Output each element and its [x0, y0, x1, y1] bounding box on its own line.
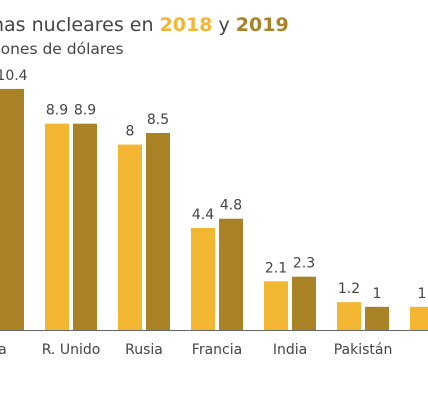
- value-label-2018-rusia: 8: [126, 124, 135, 140]
- bar-2018-rusia: [118, 144, 142, 330]
- category-label-rusia: Rusia: [125, 342, 163, 358]
- bar-2019-francia: [219, 218, 243, 330]
- bar-2018-francia: [191, 228, 215, 330]
- value-label-2019-pakistán: 1: [373, 286, 382, 302]
- chart-title: nas nucleares en 2018 y 2019: [0, 14, 289, 36]
- bar-2018-isr: [410, 306, 428, 330]
- value-label-2019-rusia: 8.5: [147, 112, 169, 128]
- value-label-2018-india: 2.1: [265, 260, 287, 276]
- title-year-2018: 2018: [159, 14, 213, 36]
- bar-2019-na: [0, 88, 24, 330]
- bar-2018-r-unido: [45, 123, 69, 330]
- value-label-2019-na: 10.4: [0, 68, 28, 84]
- title-prefix: nas nucleares en: [0, 14, 160, 36]
- bar-2018-pakistán: [337, 302, 361, 330]
- category-label-india: India: [273, 342, 307, 358]
- value-label-2018-isr: 1: [418, 286, 427, 302]
- category-label-pakistán: Pakistán: [334, 342, 393, 358]
- value-label-2019-francia: 4.8: [220, 198, 242, 214]
- value-label-2019-india: 2.3: [293, 256, 315, 272]
- chart-subtitle: llones de dólares: [0, 40, 124, 58]
- value-label-2018-r-unido: 8.9: [46, 103, 68, 119]
- value-label-2018-francia: 4.4: [192, 207, 214, 223]
- bar-2018-india: [264, 281, 288, 330]
- title-year-2019: 2019: [235, 14, 289, 36]
- bar-2019-pakistán: [365, 306, 389, 330]
- category-label-na: na: [0, 342, 7, 358]
- value-label-2018-pakistán: 1.2: [338, 281, 360, 297]
- bar-2019-rusia: [146, 132, 170, 330]
- title-connector: y: [212, 14, 236, 36]
- bar-2019-india: [292, 276, 316, 330]
- value-label-2019-r-unido: 8.9: [74, 103, 96, 119]
- category-label-francia: Francia: [192, 342, 242, 358]
- category-label-r-unido: R. Unido: [42, 342, 101, 358]
- bar-2019-r-unido: [73, 123, 97, 330]
